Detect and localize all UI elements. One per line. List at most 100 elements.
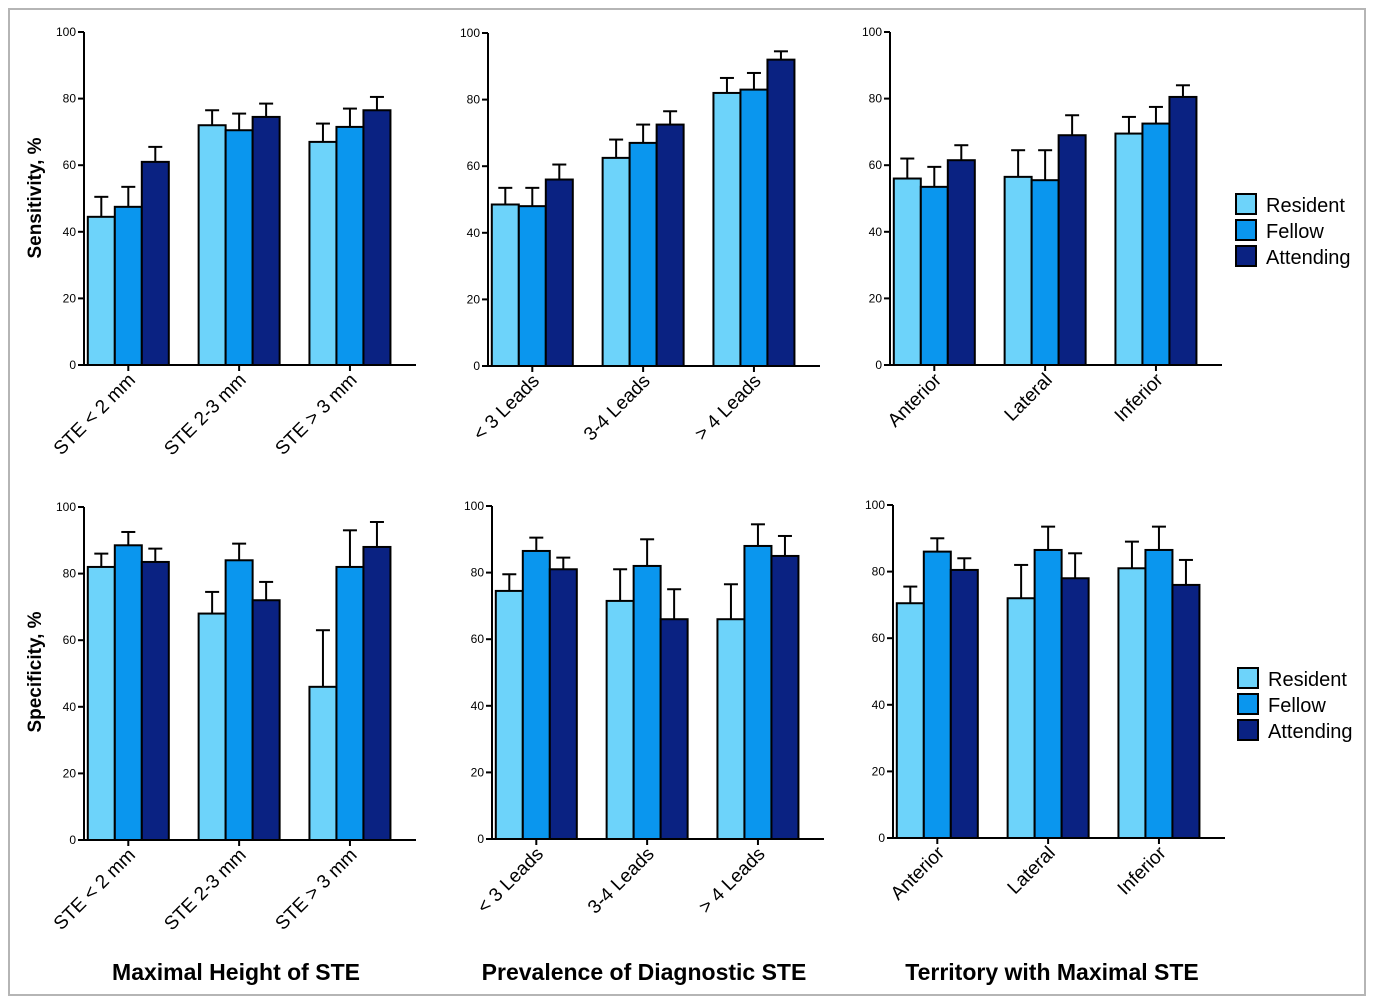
x-tick-label-anterior: Anterior [887, 842, 949, 904]
x-tick-label-3-4-leads: 3-4 Leads [580, 371, 655, 446]
bar-inferior-fellow [1144, 548, 1174, 840]
x-tick-label-4-leads: > 4 Leads [691, 371, 765, 445]
legend-label-fellow: Fellow [1266, 221, 1324, 243]
bar-3-leads-fellow [521, 549, 551, 841]
bar-lateral-resident [1003, 175, 1033, 366]
legend-swatch-resident [1235, 193, 1257, 215]
y-tick-label: 80 [869, 92, 883, 106]
bar-anterior-attending [949, 568, 979, 839]
x-tick-label-4-leads: > 4 Leads [695, 844, 769, 918]
bar-ste-3-mm-attending [362, 109, 392, 366]
bar-ste-2-mm-fellow [113, 205, 143, 366]
y-tick-label: 80 [467, 93, 481, 107]
y-tick-label: 80 [471, 566, 485, 580]
y-tick-label: 20 [63, 291, 77, 305]
y-tick-label: 0 [69, 358, 76, 372]
y-tick-label: 80 [63, 567, 77, 581]
x-tick-label-ste-2-mm: STE < 2 mm [50, 370, 140, 460]
x-tick-label-lateral: Lateral [1001, 370, 1057, 426]
chart-panel-2: 0 20 40 60 80 100 < 3 Leads 3-4 Leads > 4 Leads [460, 26, 820, 445]
column-title-prevalence: Prevalence of Diagnostic STE [482, 959, 807, 985]
chart-panels: 0 20 40 60 80 100 STE < 2 mm STE 2-3 mm STE > 3 … [50, 25, 1225, 935]
bar-ste-2-3-mm-resident [197, 612, 227, 841]
bar-4-leads-fellow [743, 544, 773, 841]
x-tick-label-inferior: Inferior [1111, 369, 1168, 426]
bar-inferior-fellow [1141, 122, 1171, 366]
bar-4-leads-attending [770, 554, 800, 840]
bar-3-4-leads-resident [601, 156, 631, 367]
y-tick-label: 60 [467, 159, 481, 173]
y-tick-label: 20 [63, 766, 77, 780]
bar-3-4-leads-attending [655, 123, 685, 367]
bar-3-4-leads-resident [605, 599, 635, 841]
bar-inferior-attending [1168, 95, 1198, 366]
y-tick-label: 20 [872, 764, 886, 778]
y-tick-label: 100 [464, 499, 484, 513]
y-tick-label: 0 [473, 359, 480, 373]
bar-ste-3-mm-attending [362, 545, 392, 842]
y-tick-label: 0 [878, 831, 885, 845]
chart-panel-3: 0 20 40 60 80 100 Anterior Lateral Inferior [862, 25, 1222, 432]
bar-anterior-fellow [919, 185, 949, 366]
legend-swatch-resident [1237, 667, 1259, 689]
legend-label-resident: Resident [1268, 669, 1347, 691]
bar-ste-3-mm-fellow [335, 125, 365, 366]
chart-panel-6: 0 20 40 60 80 100 Anterior Lateral Inferior [865, 498, 1225, 905]
bar-lateral-resident [1006, 597, 1036, 839]
bar-ste-3-mm-fellow [335, 565, 365, 841]
row-label-sensitivity: Sensitivity, % [25, 137, 46, 258]
y-tick-label: 40 [869, 225, 883, 239]
y-tick-label: 40 [467, 226, 481, 240]
bar-ste-2-3-mm-attending [251, 599, 281, 841]
chart-panel-5: 0 20 40 60 80 100 < 3 Leads 3-4 Leads > 4 Leads [464, 499, 824, 918]
bar-lateral-fellow [1030, 179, 1060, 366]
legend-swatch-fellow [1237, 693, 1259, 715]
bar-ste-2-mm-attending [140, 160, 170, 366]
legend-swatch-attending [1235, 245, 1257, 267]
y-tick-label: 40 [471, 699, 485, 713]
bar-ste-2-mm-resident [86, 565, 116, 841]
y-tick-label: 80 [63, 92, 77, 106]
x-tick-label-ste-2-3-mm: STE 2-3 mm [160, 370, 250, 460]
y-tick-label: 0 [477, 832, 484, 846]
legend-label-attending: Attending [1268, 721, 1353, 743]
column-title-territory: Territory with Maximal STE [905, 959, 1199, 985]
column-title-height: Maximal Height of STE [112, 959, 360, 985]
bar-ste-2-mm-resident [86, 215, 116, 366]
bar-3-leads-resident [490, 203, 520, 367]
bar-inferior-attending [1171, 583, 1201, 839]
x-tick-label-3-4-leads: 3-4 Leads [584, 844, 659, 919]
bar-anterior-fellow [922, 550, 952, 839]
y-tick-label: 20 [869, 291, 883, 305]
y-tick-label: 100 [460, 26, 480, 40]
bar-3-4-leads-attending [659, 618, 689, 840]
chart-panel-4: 0 20 40 60 80 100 STE < 2 mm STE 2-3 mm STE > 3 … [50, 500, 416, 935]
legend-swatch-fellow [1235, 219, 1257, 241]
y-tick-label: 20 [471, 765, 485, 779]
y-tick-label: 60 [872, 631, 886, 645]
bar-4-leads-fellow [739, 88, 769, 368]
legend-label-resident: Resident [1266, 195, 1345, 217]
y-tick-label: 20 [467, 292, 481, 306]
bar-ste-3-mm-resident [308, 140, 338, 366]
x-tick-label-inferior: Inferior [1114, 842, 1171, 899]
y-tick-label: 100 [862, 25, 882, 39]
y-tick-label: 40 [872, 698, 886, 712]
x-tick-label-3-leads: < 3 Leads [470, 371, 544, 445]
bar-3-leads-fellow [517, 205, 547, 367]
bar-anterior-resident [895, 602, 925, 839]
bar-ste-2-mm-attending [140, 560, 170, 841]
legend-swatch-attending [1237, 719, 1259, 741]
bar-lateral-fellow [1033, 548, 1063, 840]
bar-ste-2-mm-fellow [113, 544, 143, 841]
x-tick-label-3-leads: < 3 Leads [474, 844, 548, 918]
y-tick-label: 60 [63, 633, 77, 647]
bar-ste-2-3-mm-attending [251, 115, 281, 367]
x-tick-label-anterior: Anterior [884, 369, 946, 431]
x-tick-label-ste-3-mm: STE > 3 mm [272, 845, 362, 935]
bar-3-leads-attending [544, 178, 574, 367]
y-tick-label: 0 [69, 833, 76, 847]
y-tick-label: 0 [875, 358, 882, 372]
bar-ste-2-3-mm-resident [197, 124, 227, 366]
y-tick-label: 100 [56, 500, 76, 514]
